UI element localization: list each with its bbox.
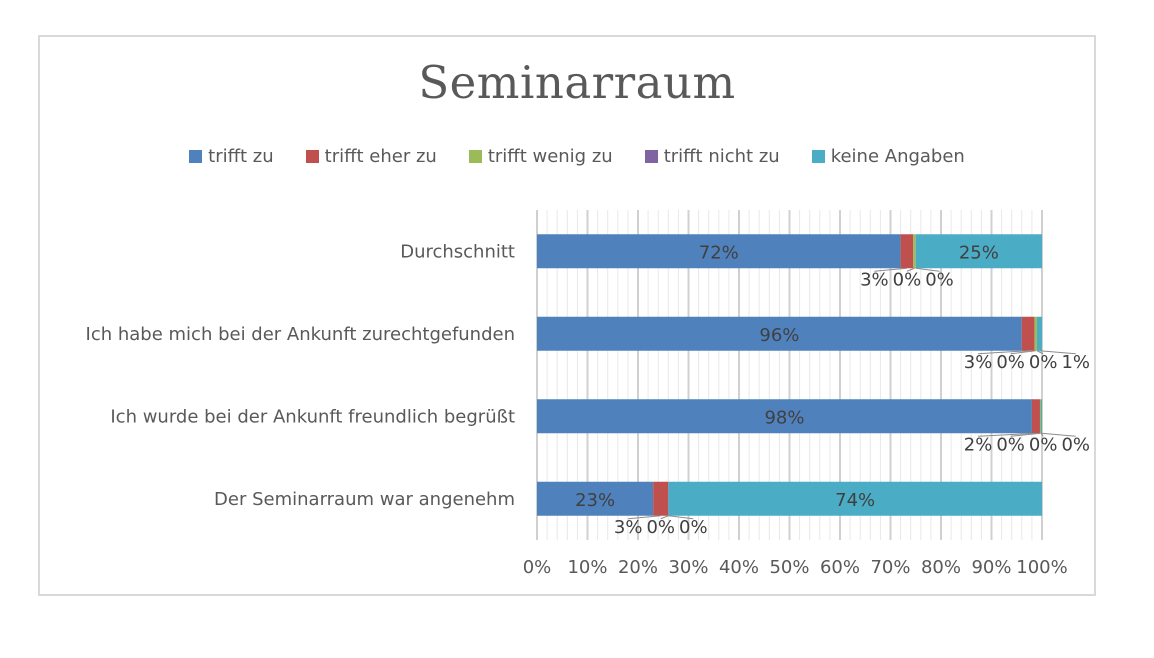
data-label: 74% [835, 490, 875, 511]
data-label-leader [1039, 350, 1076, 355]
x-tick-label: 30% [668, 557, 708, 578]
category-label: Ich wurde bei der Ankunft freundlich beg… [110, 406, 515, 427]
data-label-leader [1010, 432, 1041, 437]
bar-segment [1021, 316, 1035, 351]
data-label: 0% [1029, 352, 1058, 373]
x-tick-label: 0% [523, 557, 552, 578]
data-label-leader [1041, 432, 1076, 437]
bar-segment [537, 316, 1022, 351]
legend-item: trifft zu [189, 146, 274, 167]
legend-label: trifft wenig zu [487, 146, 613, 167]
x-tick-label: 50% [769, 557, 809, 578]
legend-item: trifft eher zu [305, 146, 437, 167]
data-label-leader [1040, 432, 1044, 437]
data-label-leader [660, 515, 669, 520]
bar-segment [1031, 399, 1040, 434]
data-label-leader [906, 267, 915, 272]
data-label: 0% [1061, 434, 1090, 455]
x-tick-label: 10% [567, 557, 607, 578]
legend-swatch [305, 150, 319, 163]
bar-segment [668, 481, 1042, 516]
bar-segment [1040, 399, 1042, 434]
data-label: 2% [964, 434, 993, 455]
data-label-leader [978, 432, 1036, 437]
legend: trifft zu trifft eher zu trifft wenig zu tr… [0, 146, 1154, 167]
legend-label: keine Angaben [830, 146, 965, 167]
data-label: 0% [893, 269, 922, 290]
bar-segment [537, 399, 1032, 434]
legend-swatch [189, 150, 203, 163]
data-label-leader [874, 267, 907, 272]
data-label-leader [915, 267, 940, 272]
data-label: 98% [764, 407, 804, 428]
legend-item: keine Angaben [811, 146, 965, 167]
data-label-leader [1010, 350, 1036, 355]
bar-segment [915, 234, 1042, 269]
category-label: Der Seminarraum war angenehm [214, 489, 515, 510]
legend-swatch [468, 150, 482, 163]
data-label-leader [1036, 350, 1044, 355]
data-label: 25% [959, 242, 999, 263]
legend-label: trifft eher zu [324, 146, 437, 167]
x-tick-label: 100% [1016, 557, 1067, 578]
legend-label: trifft zu [208, 146, 274, 167]
data-label: 96% [759, 325, 799, 346]
legend-swatch [811, 150, 825, 163]
data-label: 0% [679, 517, 708, 538]
x-tick-label: 40% [719, 557, 759, 578]
category-label: Ich habe mich bei der Ankunft zurechtgef… [86, 324, 515, 345]
legend-label: trifft nicht zu [663, 146, 780, 167]
data-label: 3% [860, 269, 889, 290]
data-label: 3% [964, 352, 993, 373]
data-label: 0% [925, 269, 954, 290]
data-label: 0% [996, 434, 1025, 455]
bar-segment [1034, 316, 1037, 351]
data-label: 0% [1029, 434, 1058, 455]
bar-segment [913, 234, 916, 269]
data-label-leader [668, 515, 694, 520]
legend-item: trifft wenig zu [468, 146, 613, 167]
data-label: 0% [996, 352, 1025, 373]
x-tick-label: 80% [921, 557, 961, 578]
bar-segment [1036, 316, 1042, 351]
chart-title: Seminarraum [418, 56, 736, 109]
data-label-leader [628, 515, 661, 520]
data-label: 72% [699, 242, 739, 263]
data-label: 23% [575, 490, 615, 511]
data-label: 3% [614, 517, 643, 538]
bar-segment [1039, 399, 1041, 434]
x-tick-label: 20% [618, 557, 658, 578]
bar-segment [653, 481, 669, 516]
bar-segment [900, 234, 914, 269]
x-tick-label: 60% [820, 557, 860, 578]
data-label: 1% [1061, 352, 1090, 373]
category-label: Durchschnitt [400, 241, 515, 262]
bar-segment [537, 481, 654, 516]
x-tick-label: 70% [870, 557, 910, 578]
x-tick-label: 90% [971, 557, 1011, 578]
data-label: 0% [646, 517, 675, 538]
legend-swatch [644, 150, 658, 163]
bar-segment [537, 234, 901, 269]
data-label-leader [978, 350, 1029, 355]
legend-item: trifft nicht zu [644, 146, 780, 167]
